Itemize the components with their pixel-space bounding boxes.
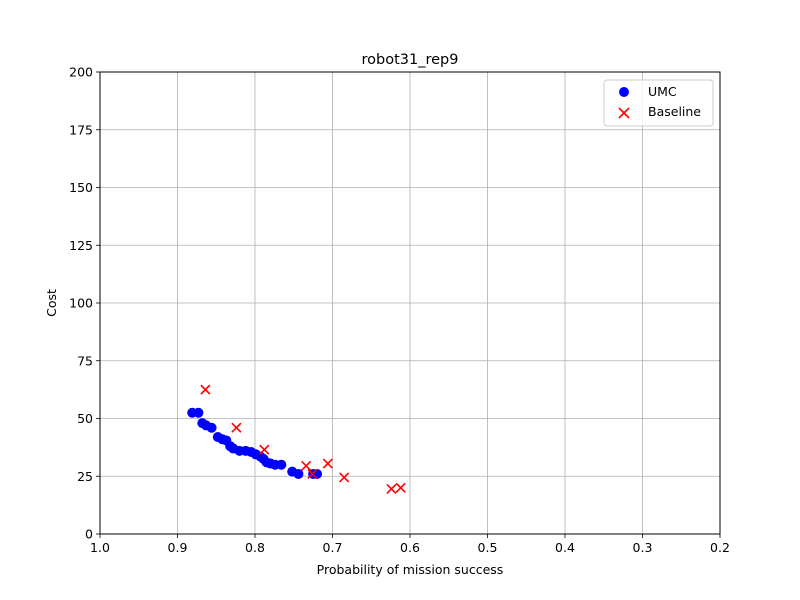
x-tick-label: 0.8 <box>245 540 265 555</box>
x-tick-label: 0.2 <box>710 540 730 555</box>
umc-point <box>206 422 217 433</box>
baseline-point <box>386 483 397 495</box>
baseline-point <box>231 422 242 433</box>
legend-umc-label: UMC <box>648 84 677 99</box>
umc-point <box>293 468 304 479</box>
baseline-point <box>301 460 312 471</box>
x-tick-label: 0.7 <box>323 540 343 555</box>
x-tick-label: 0.9 <box>168 540 188 555</box>
chart-title: robot31_rep9 <box>362 52 459 68</box>
x-tick-label: 0.6 <box>400 540 420 555</box>
x-tick-label: 1.0 <box>90 540 110 555</box>
baseline-point <box>322 458 333 469</box>
baseline-point <box>200 384 211 395</box>
baseline-point <box>259 444 270 455</box>
x-axis-label: Probability of mission success <box>317 562 504 577</box>
baseline-point <box>307 468 318 480</box>
y-axis-label: Cost <box>44 289 59 317</box>
legend-baseline-marker <box>618 107 630 119</box>
y-tick-label: 150 <box>69 180 93 195</box>
y-tick-label: 100 <box>69 296 93 311</box>
x-tick-label: 0.3 <box>633 540 653 555</box>
legend-baseline-label: Baseline <box>648 104 701 119</box>
umc-point <box>276 459 287 470</box>
x-tick-label: 0.5 <box>478 540 498 555</box>
y-tick-label: 175 <box>69 122 93 137</box>
y-tick-label: 75 <box>77 353 93 368</box>
y-tick-label: 200 <box>69 65 93 80</box>
umc-point <box>193 407 204 418</box>
data-points <box>187 384 406 495</box>
legend-box <box>603 79 714 127</box>
y-tick-label: 50 <box>77 411 93 426</box>
umc-point <box>312 468 322 479</box>
legend-umc-marker <box>619 87 629 97</box>
x-tick-label: 0.4 <box>555 540 575 555</box>
y-tick-label: 25 <box>77 469 93 484</box>
y-tick-label: 0 <box>85 527 93 542</box>
axis-ticks: 1.0 0.9 0.8 0.7 0.6 0.5 0.4 0.3 0.2 0 25 50 75 100 125… <box>69 65 730 556</box>
legend: UMC Baseline <box>603 79 714 127</box>
y-tick-label: 125 <box>69 238 93 253</box>
baseline-point <box>395 482 406 493</box>
baseline-point <box>339 472 350 483</box>
